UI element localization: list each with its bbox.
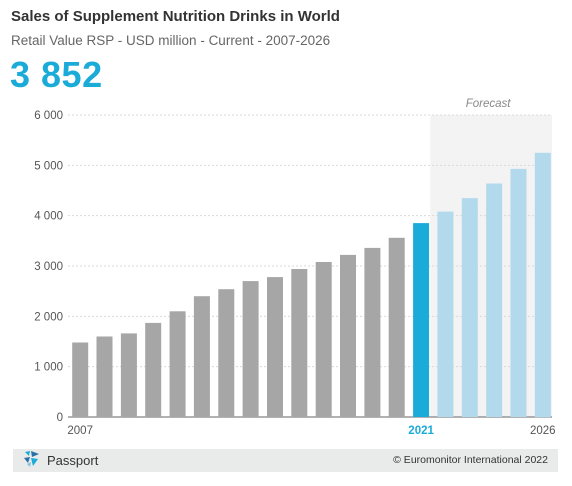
bar-2008 <box>96 336 113 417</box>
headline-value: 3 852 <box>10 54 103 95</box>
bar-2014 <box>242 281 259 417</box>
passport-brand-label: Passport <box>47 453 99 468</box>
bar-2023 <box>461 198 478 417</box>
bar-2016 <box>291 269 308 417</box>
y-tick-label: 0 <box>57 412 63 424</box>
bar-2012 <box>193 296 210 417</box>
bar-2018 <box>340 254 356 417</box>
bar-2011 <box>169 311 186 417</box>
x-tick-label: 2026 <box>530 425 556 437</box>
y-tick-label: 5 000 <box>34 160 63 172</box>
bar-2017 <box>315 262 332 417</box>
bar-2019 <box>364 247 381 417</box>
bar-2024 <box>486 183 503 417</box>
bar-2010 <box>145 322 162 417</box>
y-tick-label: 1 000 <box>34 362 63 374</box>
y-tick-label: 3 000 <box>34 261 63 273</box>
x-tick-label: 2007 <box>67 425 93 437</box>
footer-bar: Passport © Euromonitor International 202… <box>13 449 558 472</box>
passport-logo[interactable]: Passport <box>23 450 99 472</box>
y-tick-label: 4 000 <box>34 211 63 223</box>
bar-2021 <box>413 223 430 417</box>
bar-chart: Forecast 0 1 000 2 000 3 000 4 000 5 000 6 000 2… <box>34 98 556 437</box>
forecast-label: Forecast <box>466 98 512 110</box>
chart-subtitle: Retail Value RSP - USD million - Current… <box>11 33 331 48</box>
bar-2015 <box>267 277 283 417</box>
bar-2020 <box>388 237 405 417</box>
bar-2026 <box>534 152 551 418</box>
bar-2025 <box>510 168 527 417</box>
copyright-text: © Euromonitor International 2022 <box>393 454 548 466</box>
y-tick-label: 6 000 <box>34 110 63 122</box>
bar-2009 <box>120 333 137 417</box>
bar-2013 <box>218 289 235 417</box>
bar-2007 <box>72 342 89 417</box>
y-tick-label: 2 000 <box>34 311 63 323</box>
passport-icon <box>23 450 41 472</box>
bar-2022 <box>437 211 454 417</box>
x-tick-label: 2021 <box>408 425 434 437</box>
chart-title: Sales of Supplement Nutrition Drinks in … <box>11 8 340 25</box>
